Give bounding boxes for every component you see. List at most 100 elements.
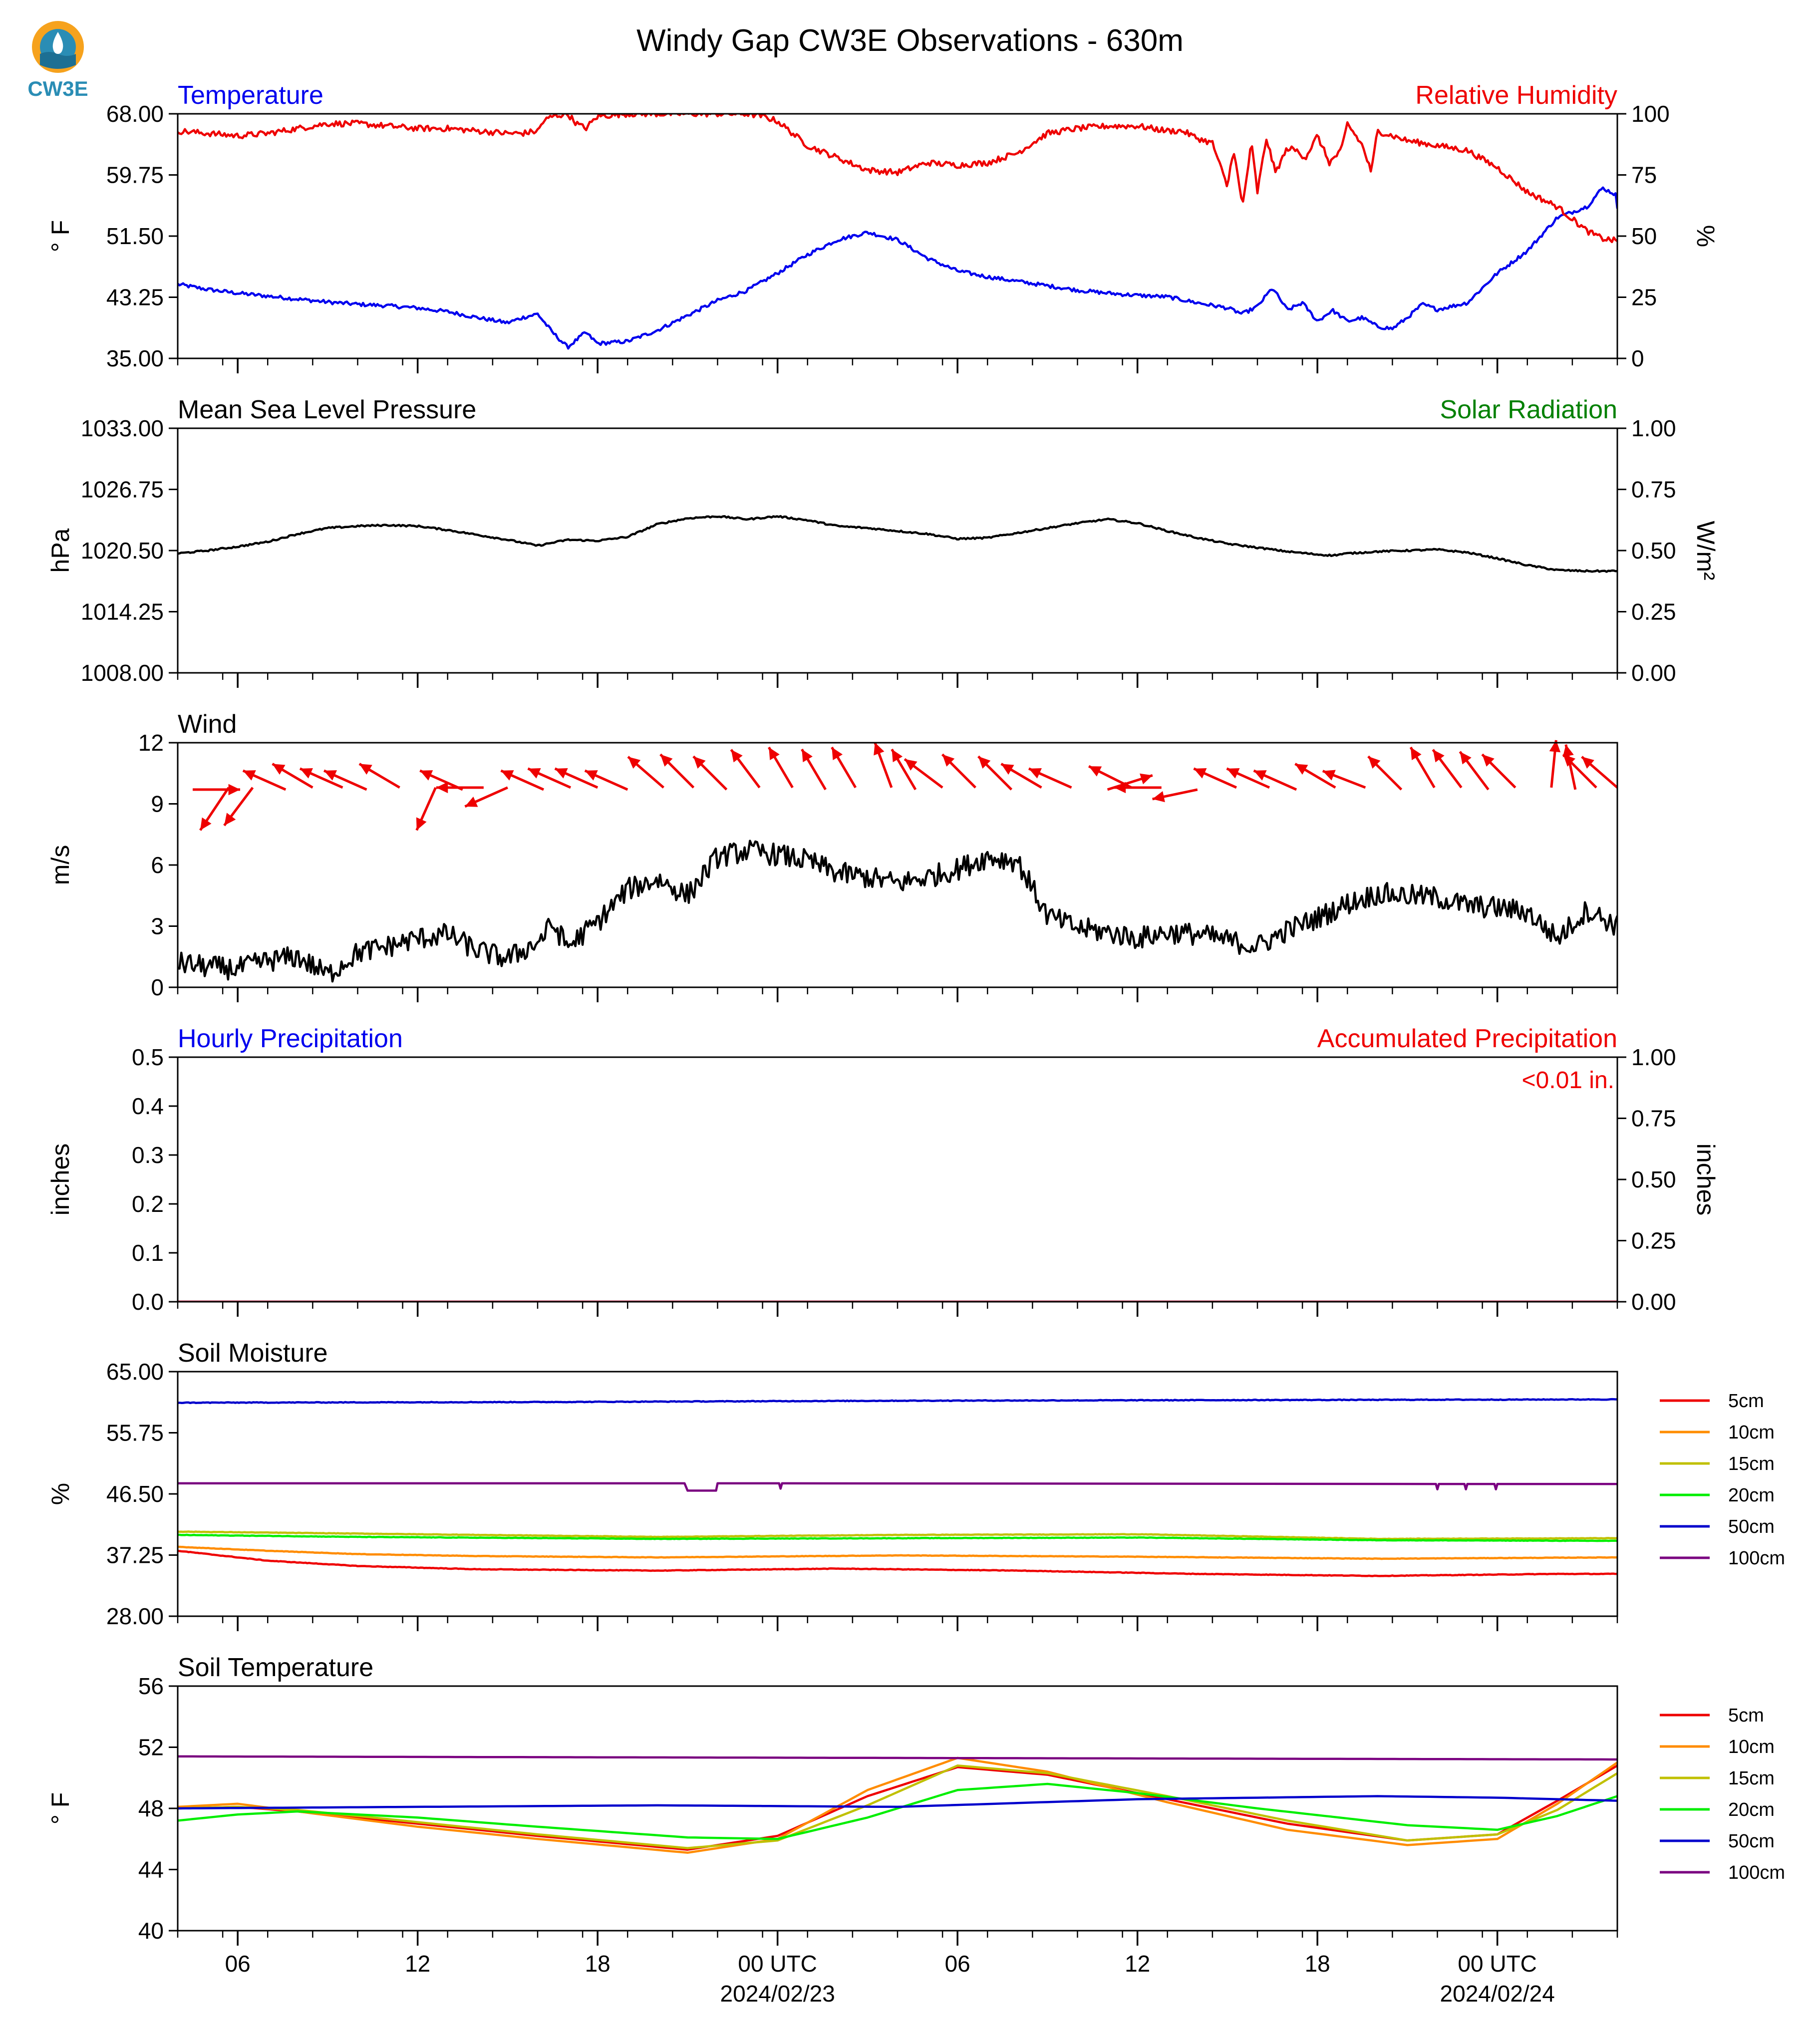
y-tick-label: 1020.50	[81, 538, 164, 564]
series-line-10cm	[178, 1756, 1617, 1854]
panel-precip: Hourly Precipitation Accumulated Precipit…	[46, 1024, 1720, 1317]
x-tick-label: 18	[1305, 1951, 1330, 1977]
y-tick-label: 0.5	[132, 1044, 164, 1070]
wind-arrow	[768, 746, 794, 789]
wind-arrow	[415, 787, 437, 831]
wind-arrow	[527, 767, 572, 789]
wind-arrow	[692, 755, 728, 791]
wind-arrow	[242, 769, 287, 791]
wind-arrow	[874, 742, 893, 788]
series-line-100cm	[178, 1755, 1617, 1761]
series-group	[178, 840, 1617, 983]
panels: Temperature Relative Humidity 35.00 43.25 51…	[46, 81, 1785, 2007]
plot-frame	[177, 113, 1618, 359]
wind-arrow	[831, 746, 857, 789]
y-tick-label-right: 0.75	[1631, 1106, 1676, 1132]
panel-pressure: Mean Sea Level Pressure Solar Radiation 10…	[46, 395, 1720, 688]
y-tick-label: 0	[151, 974, 164, 1000]
wind-arrow	[1294, 763, 1336, 789]
wind-arrow	[500, 769, 545, 791]
panel-title-left: Temperature	[178, 81, 323, 110]
y-tick-label: 35.00	[106, 345, 164, 371]
wind-arrow	[1432, 749, 1463, 789]
wind-arrow	[904, 758, 943, 789]
y-tick-label: 56	[138, 1673, 164, 1699]
wind-arrow	[1152, 788, 1198, 803]
y-tick-label-right: 0	[1631, 345, 1644, 371]
y-tick-label-right: 100	[1631, 101, 1670, 127]
y-axis-label-left: ° F	[46, 1792, 74, 1824]
wind-arrow	[1481, 753, 1517, 789]
y-tick-label-right: 0.25	[1631, 599, 1676, 625]
wind-arrow	[554, 767, 599, 789]
panel-title-left: Mean Sea Level Pressure	[178, 395, 476, 424]
x-date-label: 2024/02/24	[1440, 1981, 1555, 2007]
y-tick-label: 51.50	[106, 223, 164, 249]
y-axis-label-right: %	[1692, 225, 1720, 247]
x-date-label: 2024/02/23	[720, 1981, 835, 2007]
y-tick-label: 0.2	[132, 1191, 164, 1217]
y-axis-label-left: %	[46, 1483, 74, 1505]
panel-title-left: Wind	[178, 710, 237, 739]
wind-arrow	[299, 767, 343, 789]
wind-arrow	[1114, 782, 1162, 794]
plot-frame	[177, 1056, 1618, 1303]
legend-label: 10cm	[1728, 1422, 1775, 1443]
panel-temp_rh: Temperature Relative Humidity 35.00 43.25 51…	[46, 81, 1720, 373]
y-tick-label-right: 0.50	[1631, 1166, 1676, 1192]
legend-label: 5cm	[1728, 1705, 1764, 1726]
y-tick-label: 0.4	[132, 1093, 164, 1119]
y-tick-label: 37.25	[106, 1542, 164, 1568]
wind-arrow	[1028, 767, 1072, 789]
y-tick-label-right: 0.75	[1631, 477, 1676, 503]
y-tick-label: 59.75	[106, 162, 164, 188]
legend-label: 15cm	[1728, 1453, 1775, 1474]
series-line-1	[178, 114, 1617, 244]
y-axis-label-left: ° F	[46, 220, 74, 252]
y-tick-label-right: 0.00	[1631, 1289, 1676, 1315]
series-line-50cm	[178, 1795, 1617, 1810]
wind-arrow	[1409, 746, 1436, 789]
wind-arrow	[464, 786, 508, 808]
y-axis-label-right: W/m²	[1692, 521, 1720, 580]
plot-frame	[177, 742, 1618, 988]
y-tick-label: 43.25	[106, 285, 164, 310]
series-line-15cm	[178, 1764, 1617, 1849]
series-line-10cm	[178, 1545, 1617, 1560]
wind-arrow	[627, 756, 664, 789]
y-axis-label-left: hPa	[46, 528, 74, 573]
y-tick-label: 9	[151, 791, 164, 817]
x-tick-label: 12	[1125, 1951, 1150, 1977]
panel-soil_moisture: Soil Moisture 28.00 37.25 46.50 55.75 65.00% 5…	[46, 1339, 1785, 1631]
y-tick-label: 1014.25	[81, 599, 164, 625]
wind-arrow	[1226, 767, 1270, 789]
x-tick-label: 06	[225, 1951, 251, 1977]
panel-title-left: Soil Temperature	[178, 1653, 373, 1682]
series-line-0	[178, 186, 1617, 350]
wind-arrow	[358, 763, 400, 789]
legend-label: 50cm	[1728, 1516, 1775, 1537]
wind-arrow	[272, 763, 313, 789]
wind-arrow	[1581, 756, 1618, 789]
x-tick-label: 06	[945, 1951, 970, 1977]
legend-label: 5cm	[1728, 1391, 1764, 1412]
panel-soil_temperature: Soil Temperature 40 44 48 52 56 ° F 06 12 18 00 UT…	[46, 1653, 1785, 2007]
wind-arrow	[977, 755, 1013, 791]
x-tick-label: 12	[405, 1951, 430, 1977]
series-line-5cm	[178, 1549, 1617, 1577]
legend-label: 15cm	[1728, 1768, 1775, 1789]
wind-arrow	[436, 782, 484, 794]
y-tick-label: 46.50	[106, 1481, 164, 1507]
y-tick-label: 12	[138, 730, 164, 756]
y-tick-label-right: 1.00	[1631, 415, 1676, 441]
panel-title-right: Relative Humidity	[1415, 81, 1617, 110]
x-tick-label: 18	[585, 1951, 610, 1977]
wind-arrow	[1367, 755, 1403, 791]
legend-label: 100cm	[1728, 1548, 1785, 1569]
y-tick-label: 6	[151, 852, 164, 878]
y-axis-label-left: inches	[46, 1144, 74, 1216]
y-tick-label: 68.00	[106, 101, 164, 127]
series-line-50cm	[178, 1398, 1617, 1405]
panel-title-left: Hourly Precipitation	[178, 1024, 403, 1053]
